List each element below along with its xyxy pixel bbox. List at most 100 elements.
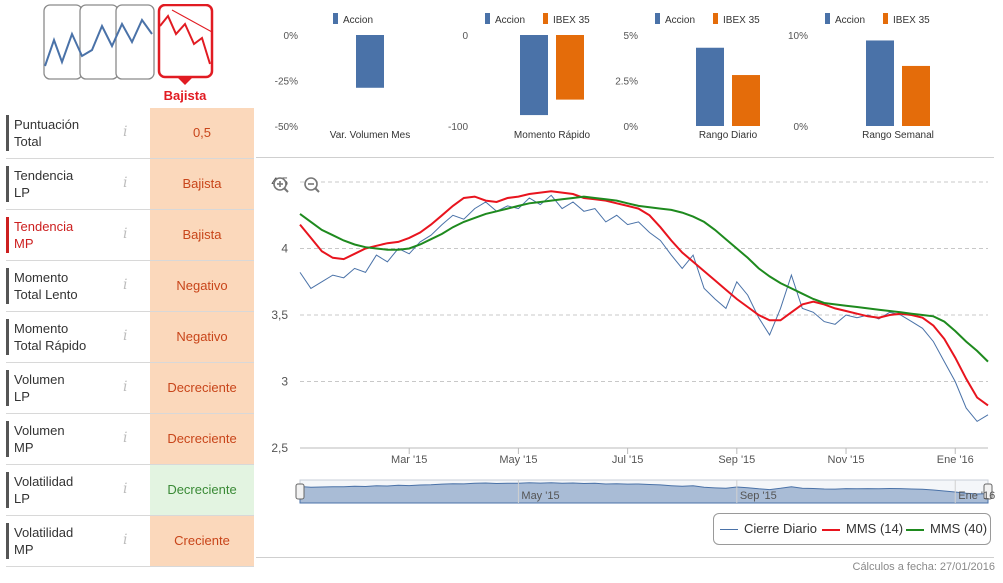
selected-pointer-icon [177,77,193,85]
chart-title: Rango Diario [699,130,758,141]
series-mms14 [299,190,989,407]
bar-ibex-35 [732,75,760,126]
info-icon[interactable]: i [123,175,128,191]
x-tick-label: Jul '15 [612,454,643,466]
legend-label: Accion [665,15,695,26]
indicator-name: Volatilidad MP [14,525,74,557]
zoom-in-icon[interactable] [273,177,289,193]
legend-swatch [713,13,718,24]
info-icon[interactable]: i [123,532,128,548]
legend-swatch [543,13,548,24]
bar-accion [520,35,548,116]
legend-swatch [825,13,830,24]
indicator-row[interactable]: Volumen MP i Decreciente [6,414,254,465]
row-marker [6,217,9,253]
navigator-label: Ene '16 [958,490,995,502]
tick-label: 0 [462,31,468,42]
indicator-row[interactable]: Puntuación Total i 0,5 [6,108,254,159]
indicator-row[interactable]: Volatilidad MP i Creciente [6,516,254,567]
bar-ibex-35 [556,35,584,100]
row-marker [6,115,9,151]
trend-box-2[interactable] [79,4,119,80]
indicator-row[interactable]: Volumen LP i Decreciente [6,363,254,414]
indicator-name: Volumen MP [14,423,65,455]
indicator-row[interactable]: Volatilidad LP i Decreciente [6,465,254,516]
y-tick-label: 2,5 [271,441,288,455]
chart-title: Var. Volumen Mes [330,130,410,141]
bar-accion [356,35,384,88]
indicator-value: Negativo [150,312,254,362]
legend-cierre-label: Cierre Diario [744,521,817,536]
row-marker [6,523,9,559]
x-tick-label: Ene '16 [937,454,974,466]
legend-label: Accion [495,15,525,26]
trend-selector: Bajista [43,4,214,103]
indicator-row[interactable]: Tendencia LP i Bajista [6,159,254,210]
trend-box-3[interactable] [115,4,155,80]
trend-line-icon [44,18,153,67]
calc-date: Cálculos a fecha: 27/01/2016 [852,561,996,573]
indicator-name: Volumen LP [14,372,65,404]
legend-mms14-swatch [822,528,840,531]
bar-accion [696,47,724,126]
downtrend-channel-icon [171,9,213,33]
indicator-row[interactable]: Tendencia MP i Bajista [6,210,254,261]
legend-swatch [655,13,660,24]
row-marker [6,268,9,304]
tick-label: 5% [624,31,639,42]
indicator-value: Decreciente [150,414,254,464]
legend-label: IBEX 35 [893,15,930,26]
indicator-name: Puntuación Total [14,117,80,149]
tick-label: 0% [624,122,639,133]
legend-swatch [883,13,888,24]
legend-mms40-label: MMS (40) [930,521,988,536]
indicator-name: Momento Total Rápido [14,321,87,353]
indicator-row[interactable]: Momento Total Lento i Negativo [6,261,254,312]
tick-label: 0% [284,31,299,42]
info-icon[interactable]: i [123,124,128,140]
row-marker [6,421,9,457]
indicator-row[interactable]: Momento Total Rápido i Negativo [6,312,254,363]
footer-divider [256,557,994,558]
indicator-name: Tendencia MP [14,219,74,251]
info-icon[interactable]: i [123,226,128,242]
indicator-value: Creciente [150,516,254,566]
chart-momento-rapido: Accion IBEX 35 0 -100 Momento Rápido [448,13,590,141]
x-tick-label: May '15 [499,454,537,466]
legend-label: Accion [835,15,865,26]
legend-cierre[interactable]: Cierre Diario [720,521,817,537]
tick-label: -25% [275,77,298,88]
indicator-value: Decreciente [150,363,254,413]
series-cierre-diario [299,194,989,423]
row-marker [6,370,9,406]
info-icon[interactable]: i [123,430,128,446]
y-tick-label: 3,5 [271,308,288,322]
x-tick-label: Sep '15 [718,454,755,466]
tick-label: 0% [794,122,809,133]
chart-legend: Cierre Diario MMS (14) MMS (40) [713,513,991,545]
tick-label: 10% [788,31,808,42]
row-marker [6,166,9,202]
x-tick-label: Mar '15 [391,454,427,466]
navigator-handle-left[interactable] [295,483,305,500]
legend-label: IBEX 35 [553,15,590,26]
legend-label: Accion [343,15,373,26]
legend-mms14[interactable]: MMS (14) [822,521,903,537]
info-icon[interactable]: i [123,379,128,395]
series-mms40 [299,195,989,363]
info-icon[interactable]: i [123,277,128,293]
indicator-value: Negativo [150,261,254,311]
legend-mms40[interactable]: MMS (40) [906,521,987,537]
zoom-out-icon[interactable] [304,177,320,193]
row-marker [6,319,9,355]
x-tick-label: Nov '15 [828,454,865,466]
legend-mms40-swatch [906,528,924,531]
downtrend-line-icon [159,14,211,65]
indicator-value: Bajista [150,159,254,209]
info-icon[interactable]: i [123,328,128,344]
info-icon[interactable]: i [123,481,128,497]
bar-accion [866,40,894,126]
y-tick-label: 3 [281,375,288,389]
navigator-handle-right[interactable] [983,483,993,500]
chart-rango-diario: Accion IBEX 35 5% 2.5% 0% Rango Diario [615,13,760,141]
